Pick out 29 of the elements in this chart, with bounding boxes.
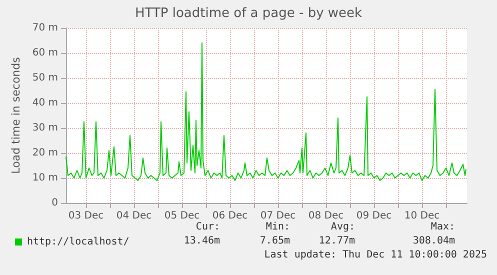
text: Min: [266, 222, 290, 232]
text: 13.46m [184, 236, 220, 246]
legend-label: http://localhost/ [27, 236, 130, 248]
text: Cur: [196, 222, 220, 232]
x-tick-label: 03 Dec [68, 210, 104, 222]
x-tick-label: 09 Dec [356, 210, 392, 222]
y-tick-label: 70 m [32, 22, 58, 34]
chart-title: HTTP loadtime of a page - by week [134, 6, 363, 21]
text: Avg: [330, 222, 356, 232]
text: 7.65m [260, 236, 290, 246]
x-tick-label: 07 Dec [260, 210, 296, 222]
text: Last update: Thu Dec 11 10:00:00 2025 [264, 250, 488, 260]
text: Max: [430, 222, 456, 232]
line-series [66, 42, 466, 181]
y-tick-label: 40 m [32, 98, 58, 108]
x-tick-label: 10 Dec [404, 210, 440, 222]
x-tick-label: 08 Dec [308, 210, 344, 222]
y-tick-label: 20 m [32, 148, 58, 158]
text: 12.77m [318, 236, 355, 246]
x-tick-label: 04 Dec [116, 210, 152, 222]
y-axis-title: Load time in seconds [9, 56, 22, 174]
x-tick-label: 06 Dec [212, 210, 248, 222]
y-tick-label: 10 m [32, 172, 58, 184]
y-tick-label: 0 [52, 198, 58, 208]
y-tick-label: 30 m [32, 122, 58, 134]
y-tick-label: 50 m [32, 72, 58, 84]
text: 308.04m [412, 236, 456, 246]
y-tick-label: 60 m [32, 48, 58, 58]
x-tick-label: 05 Dec [164, 210, 200, 222]
